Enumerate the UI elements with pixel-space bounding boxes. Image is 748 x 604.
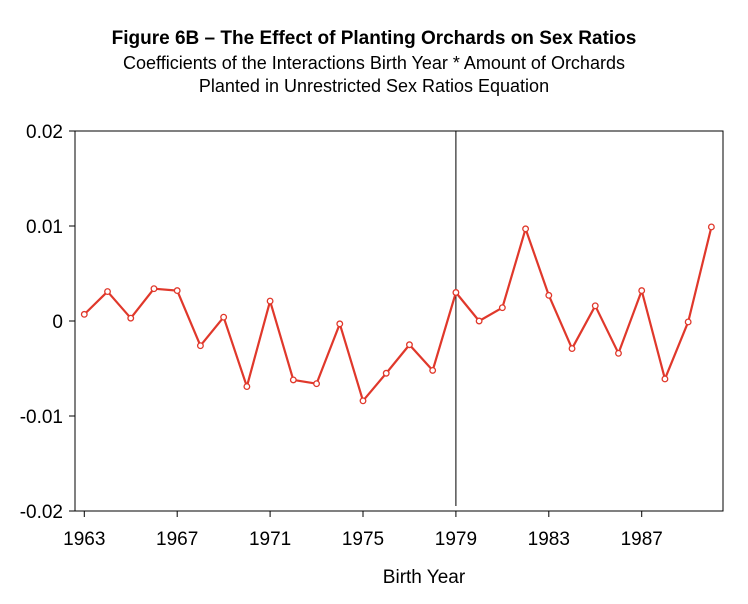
data-point	[173, 287, 181, 295]
data-point	[359, 397, 367, 405]
x-axis-title: Birth Year	[383, 567, 466, 588]
chart-subtitle-line-1: Coefficients of the Interactions Birth Y…	[123, 53, 625, 73]
data-point	[475, 317, 483, 325]
chart-title: Figure 6B – The Effect of Planting Orcha…	[111, 28, 637, 49]
x-tick-label: 1975	[342, 529, 384, 550]
data-point	[313, 380, 320, 388]
data-point	[243, 383, 251, 390]
series-line	[83, 226, 713, 402]
data-point	[196, 342, 204, 350]
data-point	[429, 366, 437, 374]
data-point	[220, 313, 228, 321]
data-point	[684, 318, 692, 326]
data-point	[545, 291, 553, 299]
data-point	[568, 345, 576, 352]
x-axis: 1963 1967 1971 1975 1979 1983 1987	[63, 511, 663, 550]
data-point	[382, 369, 390, 377]
x-tick-label: 1971	[249, 529, 291, 550]
plot-frame	[74, 130, 724, 512]
data-point	[336, 320, 344, 328]
chart-subtitle-line-2: Planted in Unrestricted Sex Ratios Equat…	[198, 76, 550, 96]
data-point	[498, 304, 506, 312]
data-point	[591, 302, 599, 310]
y-axis: 0.02 0.01 0 -0.01 -0.02	[20, 122, 75, 523]
data-point	[127, 314, 135, 322]
data-point	[266, 297, 274, 305]
y-tick-label: 0.02	[26, 122, 63, 143]
data-point	[661, 375, 669, 383]
x-tick-label: 1983	[528, 529, 570, 550]
data-point	[406, 341, 413, 349]
x-tick-label: 1963	[63, 529, 105, 550]
y-tick-label: 0.01	[26, 217, 63, 238]
series-layer	[80, 223, 715, 405]
data-point	[150, 285, 158, 293]
x-tick-label: 1979	[435, 529, 477, 550]
data-point	[638, 287, 646, 295]
y-tick-label: -0.02	[20, 502, 63, 523]
y-tick-label: 0	[52, 312, 63, 333]
x-tick-label: 1987	[621, 529, 663, 550]
y-tick-label: -0.01	[20, 407, 63, 428]
data-point	[522, 225, 530, 233]
data-point	[104, 288, 111, 295]
data-point	[615, 349, 622, 357]
data-point	[707, 223, 715, 231]
data-point	[452, 289, 460, 296]
data-point	[289, 376, 297, 384]
data-point	[80, 310, 88, 318]
x-tick-label: 1967	[156, 529, 198, 550]
